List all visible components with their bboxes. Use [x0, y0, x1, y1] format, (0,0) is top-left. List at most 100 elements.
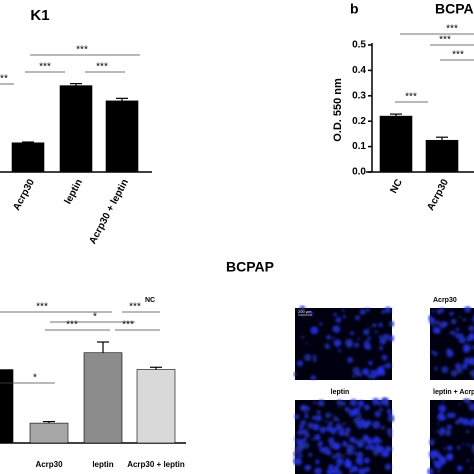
cell-nucleus	[311, 437, 315, 441]
cell-nucleus	[315, 415, 322, 422]
cell-nucleus	[314, 467, 322, 474]
error-bar	[150, 366, 162, 370]
cell-nucleus	[341, 309, 345, 312]
cell-nucleus	[466, 336, 472, 342]
cell-nucleus	[358, 467, 366, 474]
cell-nucleus	[311, 415, 317, 421]
cell-nucleus	[466, 443, 470, 447]
cell-nucleus	[450, 369, 458, 377]
cell-nucleus	[438, 404, 447, 413]
cell-nucleus	[455, 419, 460, 425]
cell-nucleus	[299, 424, 304, 429]
x-tick-label: Acrp30 + leptin	[127, 460, 185, 469]
cell-nucleus	[470, 467, 473, 470]
cell-nucleus	[470, 361, 474, 366]
cell-nucleus	[455, 327, 460, 332]
y-tick-label: 0.3	[352, 90, 366, 101]
cell-nucleus	[384, 306, 392, 314]
cell-nucleus	[338, 406, 341, 409]
cell-nucleus	[342, 422, 346, 425]
cell-nucleus	[383, 333, 390, 340]
bar	[83, 352, 123, 444]
cell-nucleus	[293, 437, 297, 440]
panel-label: b	[350, 1, 359, 17]
cell-nucleus	[349, 471, 352, 474]
cell-nucleus	[298, 441, 306, 449]
cell-nucleus	[314, 434, 321, 441]
cell-nucleus	[365, 307, 370, 312]
cell-nucleus	[428, 317, 436, 324]
error-bar	[116, 97, 128, 101]
cell-nucleus	[327, 437, 335, 445]
chart-title: BCPAP	[435, 1, 474, 17]
cell-nucleus	[387, 429, 392, 435]
error-bar	[97, 341, 109, 353]
cell-nucleus	[313, 400, 317, 404]
x-tick-label: Acrp30 + leptin	[87, 177, 130, 246]
cell-nucleus	[335, 316, 342, 323]
cell-nucleus	[331, 454, 337, 459]
cell-nucleus	[294, 414, 300, 420]
cell-nucleus	[348, 409, 356, 417]
micrograph	[295, 308, 392, 380]
cell-nucleus	[357, 443, 362, 448]
cell-nucleus	[471, 317, 474, 321]
cell-nucleus	[446, 412, 453, 419]
cell-nucleus	[322, 446, 331, 455]
x-tick-label: Acrp30	[425, 177, 451, 212]
cell-nucleus	[351, 445, 354, 448]
cell-nucleus	[349, 331, 354, 336]
cell-nucleus	[337, 349, 341, 353]
cell-nucleus	[381, 309, 386, 315]
micrograph-label: leptin	[331, 389, 350, 396]
cell-nucleus	[334, 464, 340, 470]
cell-nucleus	[471, 444, 474, 448]
chart-title: BCPAP	[226, 259, 274, 275]
cell-nucleus	[342, 454, 345, 458]
cell-nucleus	[346, 448, 354, 456]
cell-nucleus	[372, 323, 377, 328]
cell-nucleus	[461, 363, 468, 370]
y-tick-label: 0.1	[352, 141, 366, 152]
cell-nucleus	[442, 321, 448, 327]
cell-nucleus	[297, 430, 303, 436]
cell-nucleus	[294, 458, 303, 466]
cell-nucleus	[345, 427, 351, 433]
cell-nucleus	[372, 397, 380, 406]
bar	[29, 422, 69, 444]
significance-label: ***	[0, 74, 8, 85]
x-tick-label: leptin	[92, 460, 113, 469]
cell-nucleus	[359, 413, 362, 416]
cell-nucleus	[296, 360, 304, 367]
bar	[59, 85, 93, 173]
cell-nucleus	[334, 329, 337, 332]
error-bar	[43, 420, 55, 424]
cell-nucleus	[449, 311, 454, 316]
cell-nucleus	[319, 426, 327, 434]
cell-nucleus	[450, 318, 457, 325]
cell-nucleus	[380, 451, 387, 458]
cell-nucleus	[338, 429, 345, 437]
micrograph-cells	[427, 305, 474, 380]
cell-nucleus	[372, 436, 381, 445]
cell-nucleus	[426, 468, 434, 474]
cell-nucleus	[434, 461, 443, 469]
cell-nucleus	[333, 339, 342, 347]
cell-nucleus	[347, 356, 354, 363]
cell-nucleus	[351, 465, 359, 473]
cell-nucleus	[319, 322, 323, 326]
cell-nucleus	[367, 336, 371, 340]
cell-nucleus	[436, 309, 442, 315]
cell-nucleus	[434, 320, 440, 325]
cell-nucleus	[466, 430, 470, 434]
cell-nucleus	[378, 334, 383, 339]
cell-nucleus	[318, 440, 323, 446]
cell-nucleus	[458, 333, 464, 339]
significance-label: ***	[129, 302, 141, 313]
cell-nucleus	[385, 362, 392, 369]
cell-nucleus	[357, 337, 361, 341]
cell-nucleus	[430, 323, 435, 327]
cell-nucleus	[386, 408, 392, 414]
bar	[136, 369, 176, 444]
